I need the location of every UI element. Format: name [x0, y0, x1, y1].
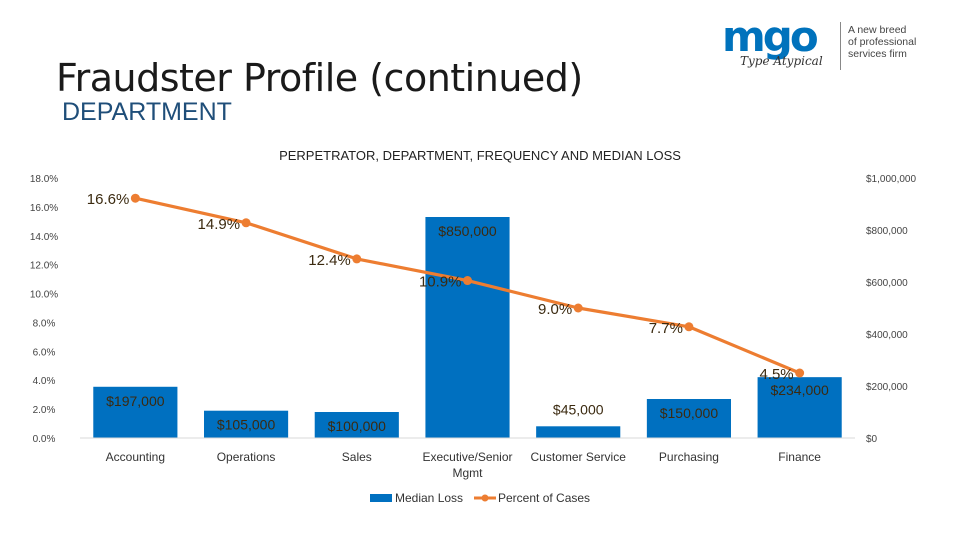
percent-of-cases-point [573, 303, 583, 313]
median-loss-bar [646, 399, 731, 438]
median-loss-label: $100,000 [328, 418, 387, 434]
median-loss-bar [314, 412, 399, 438]
percent-of-cases-label: 16.6% [87, 191, 130, 208]
slide-title: Fraudster Profile (continued) [56, 56, 583, 100]
left-axis-tick: 6.0% [33, 347, 56, 358]
left-axis-tick: 16.0% [30, 203, 58, 214]
legend-label-percent-of-cases: Percent of Cases [498, 491, 590, 505]
category-label: Customer Service [531, 450, 627, 464]
category-label: Finance [778, 450, 821, 464]
category-label: Accounting [106, 450, 165, 464]
right-axis-tick: $600,000 [866, 278, 908, 289]
median-loss-label: $105,000 [217, 417, 276, 433]
percent-of-cases-label: 14.9% [198, 216, 241, 233]
category-label: Executive/Senior [422, 450, 512, 464]
median-loss-label: $850,000 [438, 223, 497, 239]
category-label: Mgmt [453, 466, 484, 480]
right-axis-tick: $200,000 [866, 382, 908, 393]
category-label: Purchasing [659, 450, 719, 464]
logo-slogan-line: of professional [848, 36, 917, 48]
percent-of-cases-point [795, 368, 805, 378]
mgo-logo: mgo Type Atypical A new breed of profess… [722, 12, 932, 72]
left-axis-tick: 18.0% [30, 174, 58, 185]
category-label: Sales [342, 450, 372, 464]
right-axis-tick: $1,000,000 [866, 174, 916, 185]
percent-of-cases-point [241, 218, 251, 228]
left-axis-tick: 8.0% [33, 318, 56, 329]
chart-title: PERPETRATOR, DEPARTMENT, FREQUENCY AND M… [279, 148, 681, 163]
logo-tagline: Type Atypical [740, 54, 823, 68]
median-loss-label: $234,000 [770, 382, 829, 398]
median-loss-label: $150,000 [660, 405, 719, 421]
right-axis-tick: $400,000 [866, 330, 908, 341]
median-loss-bar [757, 377, 842, 438]
right-axis-tick: $800,000 [866, 226, 908, 237]
logo-divider [840, 22, 841, 70]
percent-of-cases-point [352, 254, 362, 264]
median-loss-label: $197,000 [106, 393, 165, 409]
median-loss-bar [93, 386, 178, 438]
logo-slogan-line: services firm [848, 48, 907, 60]
percent-of-cases-label: 9.0% [538, 301, 572, 318]
median-loss-bar [536, 426, 621, 438]
legend-marker-percent-of-cases [481, 494, 489, 502]
legend-label-median-loss: Median Loss [395, 491, 463, 505]
percent-of-cases-point [463, 276, 472, 286]
right-axis-tick: $0 [866, 434, 878, 445]
logo-slogan-line: A new breed [848, 24, 907, 36]
category-label: Operations [217, 450, 276, 464]
median-loss-label: $45,000 [553, 401, 604, 417]
left-axis-tick: 10.0% [30, 290, 58, 301]
left-axis-tick: 0.0% [33, 434, 56, 445]
left-axis-tick: 2.0% [33, 405, 56, 416]
median-loss-bar [204, 410, 289, 438]
median-loss-bar [425, 217, 510, 438]
slide-subtitle: DEPARTMENT [62, 98, 232, 126]
percent-of-cases-label: 4.5% [759, 366, 793, 383]
percent-of-cases-label: 7.7% [649, 320, 683, 337]
legend-swatch-median-loss [370, 494, 392, 502]
percent-of-cases-point [130, 193, 140, 203]
percent-of-cases-label: 12.4% [308, 252, 351, 269]
left-axis-tick: 14.0% [30, 232, 58, 243]
logo-brand: mgo [722, 12, 819, 61]
percent-of-cases-point [684, 322, 694, 332]
left-axis-tick: 4.0% [33, 376, 56, 387]
left-axis-tick: 12.0% [30, 261, 58, 272]
logo-slogan: A new breed of professional services fir… [848, 24, 916, 60]
percent-of-cases-label: 10.9% [419, 274, 462, 291]
